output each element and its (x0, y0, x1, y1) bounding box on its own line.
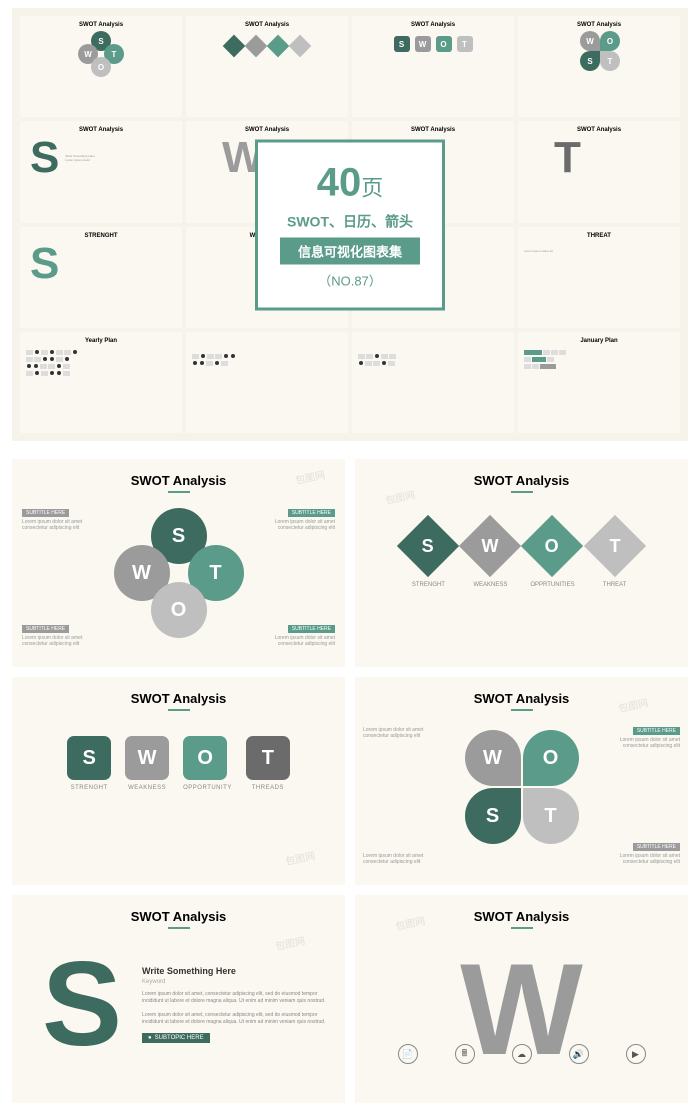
slide-title: SWOT Analysis (26, 691, 331, 716)
petal-o: O (523, 730, 579, 786)
thumb-14 (186, 332, 348, 433)
thumb-4: SWOT Analysis W O S T (518, 16, 680, 117)
thumb-title: SWOT Analysis (524, 127, 674, 133)
slide-venn: 包图网 SWOT Analysis SUBTITLE HERELorem ips… (12, 459, 345, 667)
thumb-title: January Plan (524, 338, 674, 344)
slide-big-w: 包图网 SWOT Analysis W 📄 🖩 ☁ 🔊 ▶ (355, 895, 688, 1103)
slide-title: SWOT Analysis (369, 909, 674, 934)
thumb-1: SWOT Analysis S W T O (20, 16, 182, 117)
diamond-w: W (482, 536, 499, 557)
icon-play: ▶ (626, 1044, 646, 1064)
big-heading: Write Something Here (142, 966, 331, 976)
square-w: W (125, 736, 169, 780)
badge-number: 40 (317, 160, 362, 204)
diamond-t: T (609, 536, 620, 557)
slide-title: SWOT Analysis (26, 909, 331, 934)
diamond-s: S (422, 535, 434, 556)
square-t: T (246, 736, 290, 780)
slide-grid: 包图网 SWOT Analysis SUBTITLE HERELorem ips… (0, 449, 700, 1113)
thumb-title: THREAT (524, 233, 674, 239)
thumb-15 (352, 332, 514, 433)
badge-sub: （NO.87） (280, 270, 420, 289)
badge-line1: SWOT、日历、箭头 (280, 211, 420, 231)
thumb-title: SWOT Analysis (192, 22, 342, 28)
thumb-title: Yearly Plan (26, 338, 176, 344)
thumb-2: SWOT Analysis (186, 16, 348, 117)
thumb-title: SWOT Analysis (26, 22, 176, 28)
diamond-o: O (545, 535, 559, 556)
square-s: S (67, 736, 111, 780)
thumb-title: SWOT Analysis (358, 22, 508, 28)
big-letter-s: S (42, 944, 122, 1064)
slide-title: SWOT Analysis (26, 473, 331, 498)
title-badge: 40页 SWOT、日历、箭头 信息可视化图表集 （NO.87） (255, 139, 445, 310)
thumb-9: STRENGHT S (20, 227, 182, 328)
thumb-title: STRENGHT (26, 233, 176, 239)
thumb-12: THREAT Lorem ipsum dolor sit (518, 227, 680, 328)
badge-bar: 信息可视化图表集 (280, 237, 420, 264)
thumb-title: SWOT Analysis (524, 22, 674, 28)
thumb-13: Yearly Plan (20, 332, 182, 433)
thumb-8: SWOT Analysis T (518, 121, 680, 222)
thumb-5: SWOT Analysis SWrite Something HereLorem… (20, 121, 182, 222)
slide-petals: 包图网 SWOT Analysis Lorem ipsum dolor sit … (355, 677, 688, 885)
square-o: O (183, 736, 227, 780)
icon-cloud: ☁ (512, 1044, 532, 1064)
icon-calc: 🖩 (455, 1044, 475, 1064)
thumb-3: SWOT Analysis S W O T (352, 16, 514, 117)
petal-w: W (465, 730, 521, 786)
badge-page-char: 页 (361, 175, 383, 200)
thumbnail-grid: SWOT Analysis S W T O SWOT Analysis SWOT… (12, 8, 688, 441)
petal-t: T (523, 788, 579, 844)
slide-diamonds: 包图网 SWOT Analysis SSTRENGHT WWEAKNESS OO… (355, 459, 688, 667)
icon-sound: 🔊 (569, 1044, 589, 1064)
thumb-title: SWOT Analysis (192, 127, 342, 133)
circle-o: O (151, 582, 207, 638)
slide-title: SWOT Analysis (369, 473, 674, 498)
slide-title: SWOT Analysis (369, 691, 674, 716)
slide-squares: 包图网 SWOT Analysis SSTRENGHT WWEAKNESS OO… (12, 677, 345, 885)
thumb-16: January Plan (518, 332, 680, 433)
slide-big-s: 包图网 SWOT Analysis S Write Something Here… (12, 895, 345, 1103)
icon-doc: 📄 (398, 1044, 418, 1064)
petal-s: S (465, 788, 521, 844)
